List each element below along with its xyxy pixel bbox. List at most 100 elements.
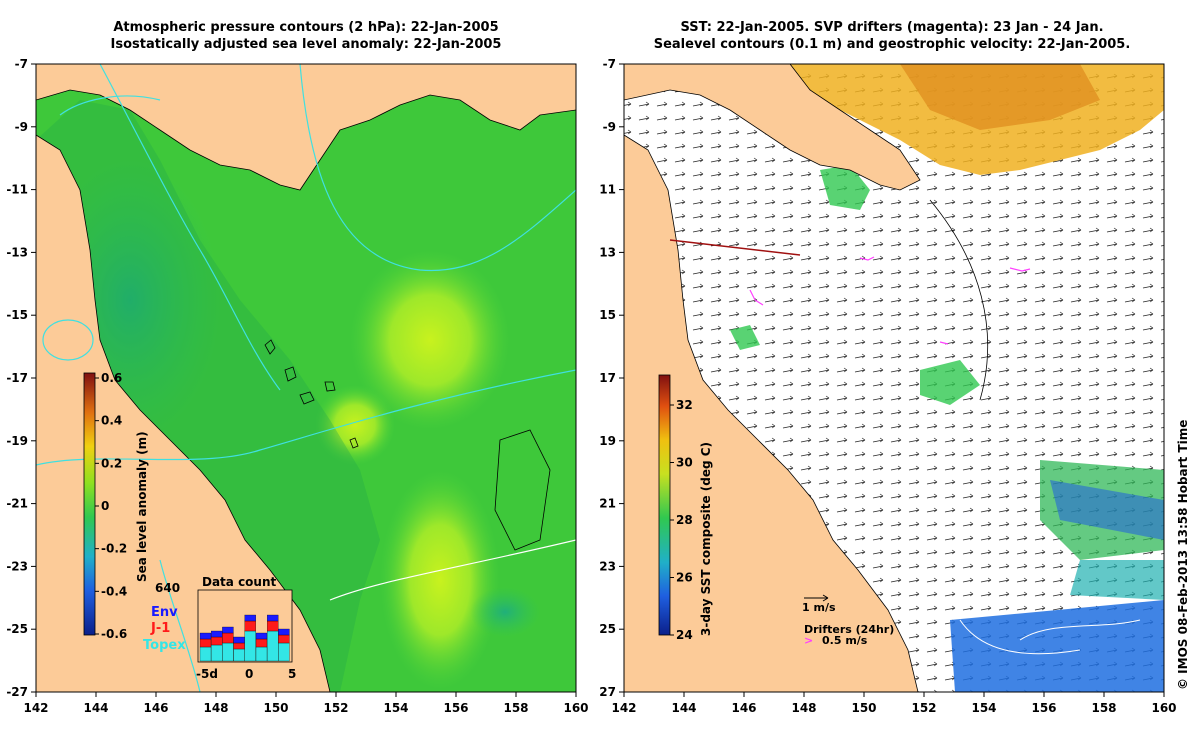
left-y-tick-label: -9 [15, 120, 28, 134]
sla-colorbar-tick-label: -0.4 [101, 584, 127, 598]
left-y-tick-label: -23 [6, 559, 28, 573]
drifter-track-red [669, 239, 801, 256]
reef-1 [264, 339, 551, 551]
data-count-bar-segment [255, 646, 268, 662]
data-count-bar-segment [222, 642, 234, 662]
drifter-track-3 [749, 289, 764, 306]
drifters-scale-arrow: > [804, 634, 813, 647]
left-y-tick-label: -17 [6, 371, 28, 385]
right-x-tick-label: 148 [791, 701, 816, 715]
right-x-tick-label: 152 [911, 701, 936, 715]
low-anomaly-east [470, 587, 540, 637]
sla-colorbar-tick-label: 0.2 [101, 456, 122, 470]
sst-colorbar-ticks: 32 30 28 26 24 [670, 398, 693, 642]
sst-colorbar [658, 374, 671, 636]
pressure-contour-4 [42, 319, 94, 361]
right-x-ticks: 142 144 146 148 150 152 154 156 158 160 [611, 692, 1177, 715]
data-count-bar-segment [267, 614, 279, 622]
data-count-bar-segment [267, 620, 279, 632]
left-y-tick-label: -13 [6, 245, 28, 259]
data-count-bar-segment [267, 630, 279, 662]
sealevel-contour-1 [929, 199, 989, 401]
data-count-bar-segment [222, 626, 234, 634]
left-x-ticks: 142 144 146 148 150 152 154 156 158 160 [23, 692, 589, 715]
right-y-tick-label: -15 [600, 308, 616, 322]
left-y-tick-label: -27 [6, 685, 28, 699]
sst-colorbar-tick-label: 24 [676, 628, 693, 642]
left-y-tick-label: -11 [6, 183, 28, 197]
right-y-tick-label: -25 [600, 622, 616, 636]
high-anomaly-center [315, 385, 395, 465]
data-count-bar-segment [211, 644, 223, 662]
left-y-tick-label: -21 [6, 497, 28, 511]
left-x-tick-label: 160 [563, 701, 588, 715]
right-y-tick-label: -27 [600, 685, 616, 699]
data-count-bar-segment [233, 642, 245, 650]
data-count-max: 640 [155, 581, 180, 595]
data-count-x-tick-3: 5 [288, 667, 296, 681]
right-x-tick-label: 160 [1151, 701, 1176, 715]
data-count-bar-segment [199, 638, 212, 648]
right-x-tick-label: 154 [971, 701, 996, 715]
left-y-tick-label: -25 [6, 622, 28, 636]
drifter-track-4 [939, 341, 949, 345]
sla-colorbar-label: Sea level anomaly (m) [135, 431, 149, 582]
land-png [36, 64, 576, 190]
sst-warm-patch-north-2 [900, 64, 1100, 130]
left-x-tick-label: 144 [83, 701, 108, 715]
right-x-tick-label: 150 [851, 701, 876, 715]
sst-colorbar-tick-label: 30 [676, 456, 693, 470]
left-x-tick-label: 152 [323, 701, 348, 715]
high-anomaly-south [380, 470, 500, 690]
right-y-tick-label: -21 [600, 497, 616, 511]
sla-colorbar-tick-label: 0 [101, 499, 109, 513]
high-anomaly-ridge [350, 250, 510, 430]
data-count-bar-segment [278, 634, 290, 644]
data-count-bar-segment [255, 638, 268, 648]
right-title-line1: SST: 22-Jan-2005. SVP drifters (magenta)… [680, 20, 1104, 35]
legend-j1: J-1 [150, 621, 170, 636]
data-count-bar-segment [233, 648, 245, 662]
pressure-contour-5 [299, 64, 576, 272]
left-x-tick-label: 150 [263, 701, 288, 715]
left-y-tick-label: -19 [6, 434, 28, 448]
sst-colorbar-tick-label: 26 [676, 571, 693, 585]
data-count-title: Data count [202, 575, 277, 589]
sealevel-contour-2 [959, 619, 1081, 655]
pressure-contour-1 [99, 64, 281, 391]
data-count-bar-segment [244, 620, 256, 632]
sla-colorbar-ticks: 0.6 0.4 0.2 0 -0.2 -0.4 -0.6 [95, 371, 127, 641]
right-x-tick-label: 144 [671, 701, 696, 715]
sst-cool-patch-south [950, 600, 1164, 692]
right-y-tick-label: -11 [600, 183, 616, 197]
data-count-bar-segment [278, 642, 290, 662]
pressure-contour-3 [59, 95, 161, 116]
left-x-tick-label: 148 [203, 701, 228, 715]
sst-colorbar-tick-label: 28 [676, 513, 693, 527]
data-count-bar-segment [244, 630, 256, 662]
left-x-tick-label: 154 [383, 701, 408, 715]
imos-credit: © IMOS 08-Feb-2013 13:58 Hobart Time [1176, 419, 1190, 690]
legend-topex: Topex [143, 638, 186, 653]
sea-level-map: 142 144 146 148 150 152 154 156 158 160 -7 -9 -11 -1… [6, 57, 589, 715]
sla-colorbar-tick-label: -0.2 [101, 542, 127, 556]
right-x-tick-label: 158 [1091, 701, 1116, 715]
sla-colorbar-tick-label: 0.4 [101, 414, 122, 428]
left-y-ticks: -7 -9 -11 -13 -15 -17 -19 -21 -23 -25 -27 [6, 57, 36, 699]
right-x-tick-label: 156 [1031, 701, 1056, 715]
sst-green-patch-3 [730, 325, 760, 350]
sst-green-patch-1 [820, 165, 870, 210]
left-title-line1: Atmospheric pressure contours (2 hPa): 2… [113, 20, 499, 35]
left-y-tick-label: -15 [6, 308, 28, 322]
left-x-tick-label: 146 [143, 701, 168, 715]
legend-env: Env [151, 605, 178, 620]
data-count-x-tick-1: -5d [196, 667, 218, 681]
drifters-scale-label: 0.5 m/s [822, 634, 868, 647]
left-x-tick-label: 142 [23, 701, 48, 715]
sla-colorbar-tick-label: 0.6 [101, 371, 122, 385]
data-count-bar-segment [222, 632, 234, 644]
data-count-bar-segment [244, 614, 256, 622]
left-title-line2: Isostatically adjusted sea level anomaly… [110, 37, 502, 52]
sst-colorbar-tick-label: 32 [676, 398, 693, 412]
left-y-tick-label: -7 [15, 57, 28, 71]
